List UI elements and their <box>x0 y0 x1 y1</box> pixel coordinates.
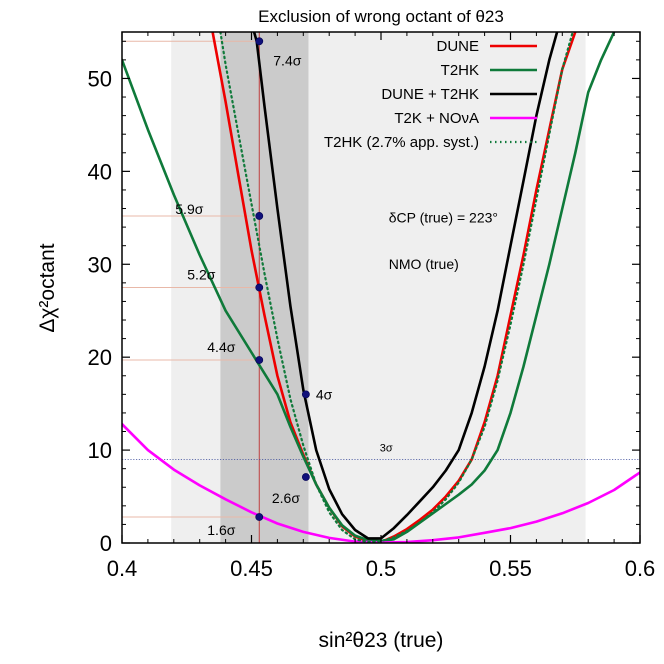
legend-label: T2K + NOνA <box>394 110 479 127</box>
annotation-1: NMO (true) <box>389 256 459 272</box>
annotations: δCP (true) = 223° NMO (true) <box>389 209 498 271</box>
sigma-marker-label: 5.9σ <box>175 201 203 217</box>
sigma-marker-label: 4.4σ <box>207 339 235 355</box>
y-tick-label: 10 <box>88 438 112 463</box>
series-line-4 <box>219 32 574 543</box>
sigma-marker-point <box>255 212 264 220</box>
y-tick-label: 30 <box>88 252 112 277</box>
series-line-2 <box>252 32 559 540</box>
y-tick-label: 40 <box>88 159 112 184</box>
sigma-marker-label: 7.4σ <box>273 52 301 68</box>
x-tick-label: 0.6 <box>625 556 656 581</box>
three-sigma-label: 3σ <box>380 442 393 454</box>
y-tick-label: 20 <box>88 345 112 370</box>
sigma-marker-point <box>255 356 264 364</box>
x-axis-label: sin²θ23 (true) <box>319 629 444 652</box>
legend: DUNE T2HK DUNE + T2HK T2K + NOνA T2HK (2.7% … <box>324 38 537 151</box>
y-tick-label: 0 <box>100 531 112 556</box>
legend-label: T2HK (2.7% app. syst.) <box>324 134 479 151</box>
sigma-marker-point <box>255 283 264 292</box>
sigma-marker-point <box>255 513 264 521</box>
chart-title: Exclusion of wrong octant of θ23 <box>258 7 504 26</box>
legend-label: DUNE + T2HK <box>381 86 479 103</box>
sigma-marker-label: 2.6σ <box>272 490 300 506</box>
sigma-marker-point <box>301 390 310 399</box>
legend-label: T2HK <box>441 62 479 79</box>
x-tick-label: 0.55 <box>489 556 532 581</box>
sigma-markers: 7.4σ 5.9σ 5.2σ 4.4σ 4σ 2.6σ 1.6σ <box>175 37 333 538</box>
x-tick-label: 0.4 <box>107 556 138 581</box>
y-axis-label: Δχ²octant <box>36 243 59 332</box>
y-tick-label: 50 <box>88 66 112 91</box>
x-tick-label: 0.45 <box>230 556 273 581</box>
y-axis: 0 10 20 30 40 50 <box>88 40 640 556</box>
series-curves <box>122 32 640 543</box>
x-axis: 0.4 0.45 0.5 0.55 0.6 <box>107 32 656 581</box>
sigma-marker-label: 4σ <box>316 386 333 402</box>
annotation-0: δCP (true) = 223° <box>389 209 498 225</box>
sigma-marker-point <box>255 37 264 46</box>
x-tick-label: 0.5 <box>366 556 397 581</box>
legend-label: DUNE <box>436 38 479 55</box>
sigma-marker-label: 1.6σ <box>207 522 235 538</box>
sigma-marker-label: 5.2σ <box>187 267 215 283</box>
sigma-marker-point <box>301 473 310 481</box>
